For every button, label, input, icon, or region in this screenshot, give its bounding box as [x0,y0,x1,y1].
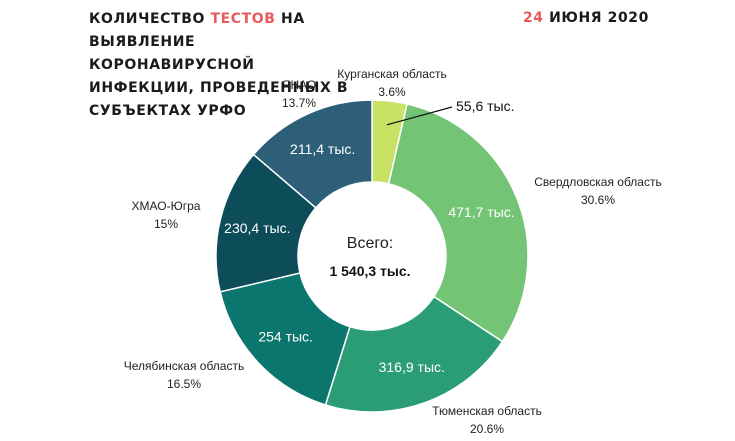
region-percent-челябинская-область: 16.5% [167,377,201,391]
value-label-хмао-югра: 230,4 тыс. [224,220,290,236]
region-percent-свердловская-область: 30.6% [581,193,615,207]
donut-hole [298,182,446,330]
slice-outer-labels: Курганская область 3.6% Свердловская облас… [124,67,662,436]
region-name-тюменская-область: Тюменская область [432,404,542,418]
value-label-тюменская-область: 316,9 тыс. [379,359,445,375]
value-label-курганская-область: 55,6 тыс. [456,98,515,114]
region-name-курганская-область: Курганская область [337,67,446,81]
value-label-челябинская-область: 254 тыс. [258,328,313,344]
center-value: 1 540,3 тыс. [329,263,410,279]
region-name-хмао-югра: ХМАО-Югра [132,199,201,213]
title-highlight: ТЕСТОВ [210,11,276,27]
date-day: 24 [522,10,544,26]
date-rest: ИЮНЯ 2020 [543,10,649,26]
slice-value-labels: 55,6 тыс. 471,7 тыс. 316,9 тыс. 254 тыс. 230… [224,98,514,375]
date-label: 24 ИЮНЯ 2020 [523,10,649,26]
value-label-янао: 211,4 тыс. [290,141,355,157]
chart-title: КОЛИЧЕСТВО ТЕСТОВ НА ВЫЯВЛЕНИЕ КОРОНАВИР… [89,8,359,123]
center-label: Всего: [347,235,393,252]
region-percent-янао: 13.7% [282,96,316,110]
callout-line [386,106,453,126]
title-part2: НА ВЫЯВЛЕНИЕ КОРОНАВИРУСНОЙ ИНФЕКЦИИ, ПР… [89,11,349,119]
region-percent-хмао-югра: 15% [154,217,178,231]
region-percent-тюменская-область: 20.6% [470,422,504,436]
donut-slices [215,99,529,413]
region-name-свердловская-область: Свердловская область [534,175,661,189]
region-name-янао: ЯНАО [282,78,316,92]
callout-lines [386,106,453,126]
region-name-челябинская-область: Челябинская область [124,359,244,373]
value-label-свердловская-область: 471,7 тыс. [448,204,514,220]
region-percent-курганская-область: 3.6% [378,85,406,99]
title-part1: КОЛИЧЕСТВО [89,11,211,27]
